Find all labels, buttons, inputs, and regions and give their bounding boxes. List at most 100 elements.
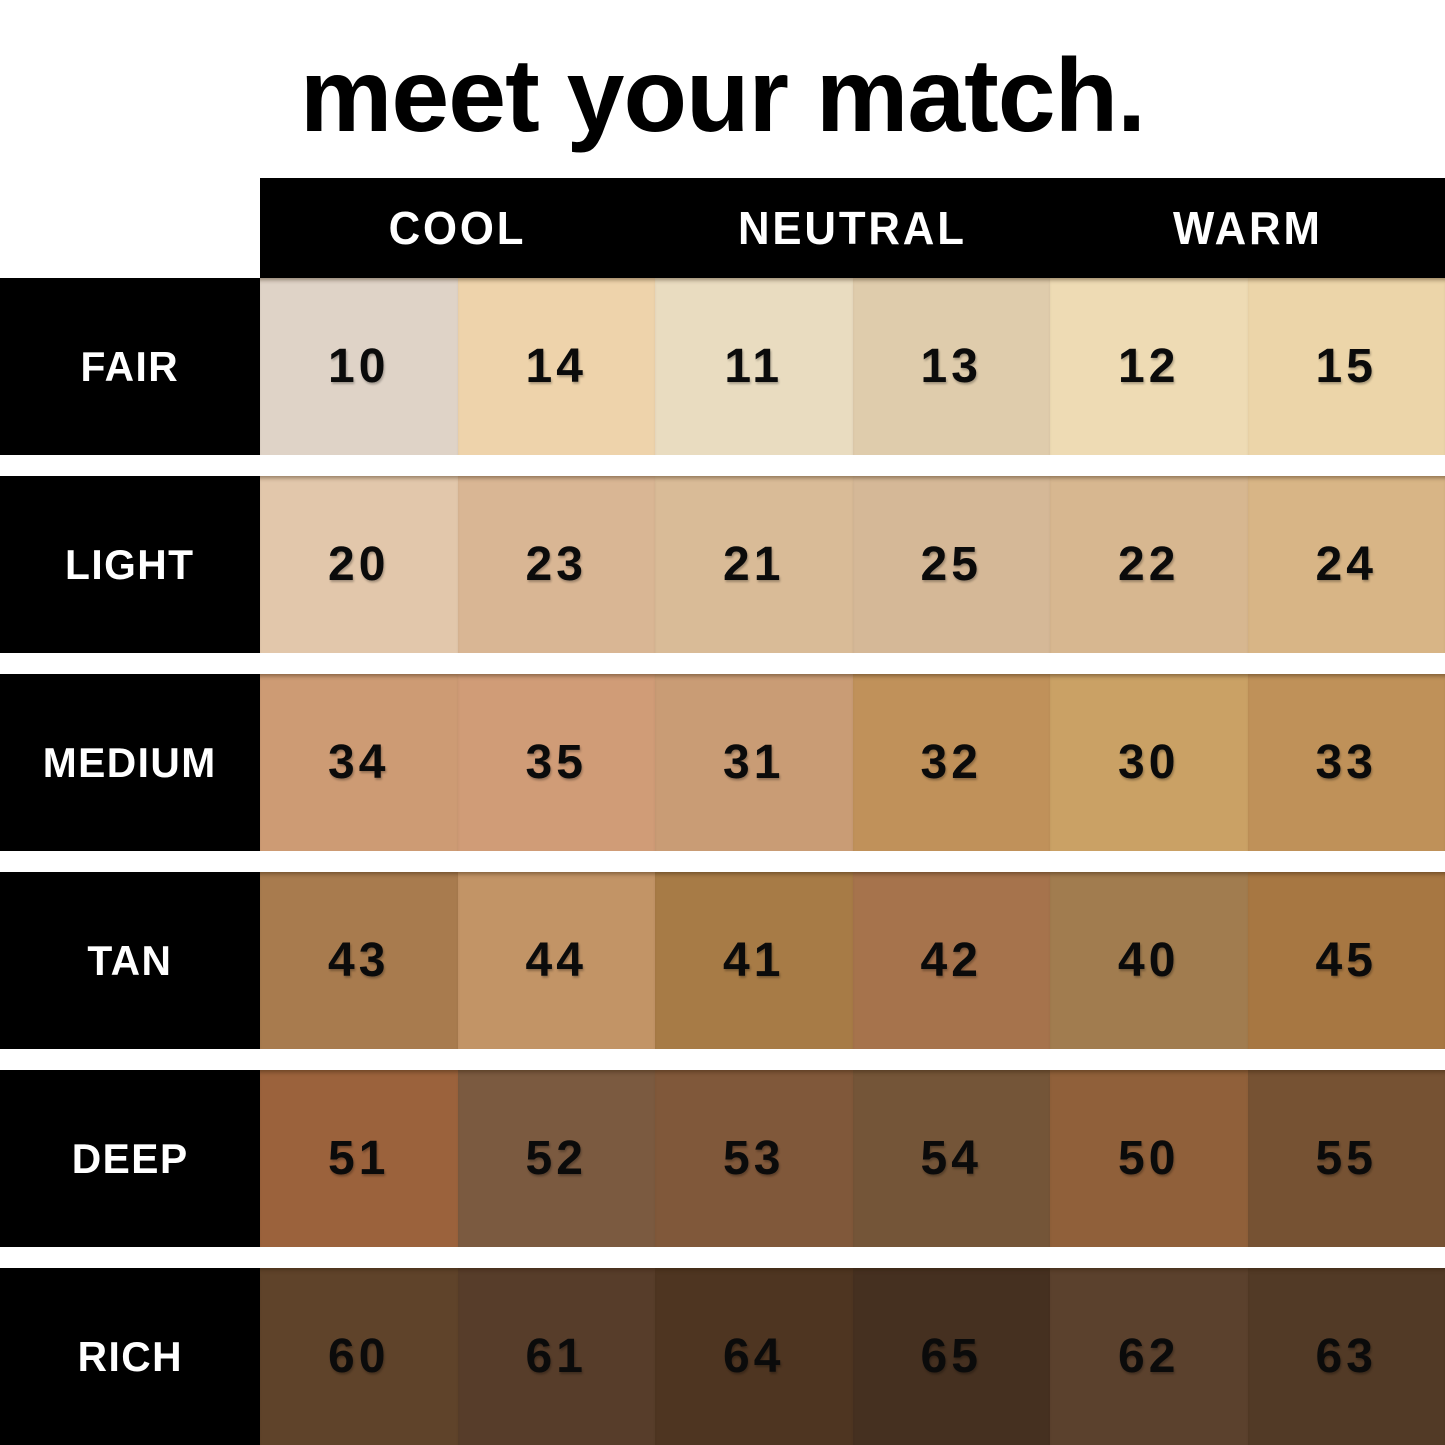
row-label-text: DEEP (71, 1134, 189, 1182)
shade-swatch-25: 25 (852, 476, 1050, 653)
row-label-text: RICH (77, 1332, 183, 1380)
shade-swatch-22: 22 (1050, 476, 1248, 653)
header-cell-warm: WARM (1050, 178, 1445, 278)
shade-number: 15 (1315, 340, 1377, 393)
shade-number: 20 (328, 538, 390, 591)
shade-swatch-21: 21 (655, 476, 853, 653)
shade-number: 42 (920, 934, 982, 987)
shade-number: 52 (525, 1132, 587, 1185)
shade-swatch-41: 41 (655, 872, 853, 1049)
shade-number: 12 (1118, 340, 1180, 393)
page-title: meet your match. (299, 37, 1146, 154)
shade-swatch-33: 33 (1247, 674, 1445, 851)
shade-row: RICH 60 61 64 65 62 63 (0, 1268, 1445, 1445)
shade-row: MEDIUM 34 35 31 32 30 33 (0, 674, 1445, 851)
shade-swatch-52: 52 (457, 1070, 655, 1247)
shade-swatch-10: 10 (260, 278, 458, 455)
shade-number: 62 (1118, 1330, 1180, 1383)
shade-swatch-50: 50 (1050, 1070, 1248, 1247)
shade-number: 14 (525, 340, 587, 393)
header-cell-cool: COOL (260, 178, 655, 278)
undertone-label-neutral: NEUTRAL (738, 202, 967, 254)
shade-row: TAN 43 44 41 42 40 45 (0, 872, 1445, 1049)
shade-number: 35 (525, 736, 587, 789)
shade-number: 53 (723, 1132, 785, 1185)
shade-number: 22 (1118, 538, 1180, 591)
header-spacer (0, 178, 260, 278)
shade-swatch-31: 31 (655, 674, 853, 851)
shade-swatch-60: 60 (260, 1268, 458, 1445)
shade-row: FAIR 10 14 11 13 12 15 (0, 278, 1445, 455)
shade-swatch-35: 35 (457, 674, 655, 851)
shade-swatch-45: 45 (1247, 872, 1445, 1049)
shade-swatch-11: 11 (655, 278, 853, 455)
shade-number: 25 (920, 538, 982, 591)
shade-swatch-43: 43 (260, 872, 458, 1049)
shade-swatch-23: 23 (457, 476, 655, 653)
shade-number: 44 (525, 934, 587, 987)
shade-swatch-55: 55 (1247, 1070, 1445, 1247)
shade-swatch-34: 34 (260, 674, 458, 851)
undertone-header-band: COOL NEUTRAL WARM (0, 178, 1445, 278)
shade-swatch-32: 32 (852, 674, 1050, 851)
shade-number: 33 (1315, 736, 1377, 789)
shade-number: 21 (723, 538, 785, 591)
undertone-label-cool: COOL (388, 202, 527, 254)
shade-number: 54 (920, 1132, 982, 1185)
shade-number: 61 (525, 1330, 587, 1383)
shade-swatch-13: 13 (852, 278, 1050, 455)
shade-swatch-53: 53 (655, 1070, 853, 1247)
shade-swatch-14: 14 (457, 278, 655, 455)
title-band: meet your match. (0, 0, 1445, 178)
shade-swatch-20: 20 (260, 476, 458, 653)
shade-number: 60 (328, 1330, 390, 1383)
row-label-text: TAN (87, 936, 173, 984)
shade-swatch-62: 62 (1050, 1268, 1248, 1445)
shade-number: 11 (724, 340, 784, 393)
shade-swatch-64: 64 (655, 1268, 853, 1445)
shade-swatch-15: 15 (1247, 278, 1445, 455)
row-label-tan: TAN (0, 872, 260, 1049)
shade-number: 23 (525, 538, 587, 591)
shade-swatch-12: 12 (1050, 278, 1248, 455)
row-label-text: LIGHT (65, 540, 195, 588)
shade-swatch-44: 44 (457, 872, 655, 1049)
shade-number: 10 (328, 340, 390, 393)
shade-grid: FAIR 10 14 11 13 12 15 LIGHT 20 23 21 25… (0, 278, 1445, 1445)
shade-number: 50 (1118, 1132, 1180, 1185)
shade-row: DEEP 51 52 53 54 50 55 (0, 1070, 1445, 1247)
row-label-text: MEDIUM (43, 738, 217, 786)
header-cell-neutral: NEUTRAL (655, 178, 1050, 278)
shade-number: 31 (723, 736, 785, 789)
shade-number: 32 (920, 736, 982, 789)
shade-number: 30 (1118, 736, 1180, 789)
row-label-rich: RICH (0, 1268, 260, 1445)
shade-swatch-30: 30 (1050, 674, 1248, 851)
shade-number: 65 (920, 1330, 982, 1383)
shade-swatch-24: 24 (1247, 476, 1445, 653)
shade-row: LIGHT 20 23 21 25 22 24 (0, 476, 1445, 653)
shade-number: 45 (1315, 934, 1377, 987)
shade-number: 34 (328, 736, 390, 789)
row-label-fair: FAIR (0, 278, 260, 455)
shade-number: 55 (1315, 1132, 1377, 1185)
shade-number: 51 (328, 1132, 390, 1185)
shade-swatch-40: 40 (1050, 872, 1248, 1049)
shade-swatch-51: 51 (260, 1070, 458, 1247)
row-label-light: LIGHT (0, 476, 260, 653)
shade-swatch-54: 54 (852, 1070, 1050, 1247)
shade-swatch-42: 42 (852, 872, 1050, 1049)
shade-number: 43 (328, 934, 390, 987)
shade-number: 64 (723, 1330, 785, 1383)
undertone-header-bar: COOL NEUTRAL WARM (260, 178, 1445, 278)
shade-number: 24 (1315, 538, 1377, 591)
shade-swatch-63: 63 (1247, 1268, 1445, 1445)
shade-number: 63 (1315, 1330, 1377, 1383)
shade-swatch-61: 61 (457, 1268, 655, 1445)
shade-number: 40 (1118, 934, 1180, 987)
row-label-deep: DEEP (0, 1070, 260, 1247)
shade-swatch-65: 65 (852, 1268, 1050, 1445)
row-label-text: FAIR (80, 342, 180, 390)
shade-number: 13 (920, 340, 982, 393)
